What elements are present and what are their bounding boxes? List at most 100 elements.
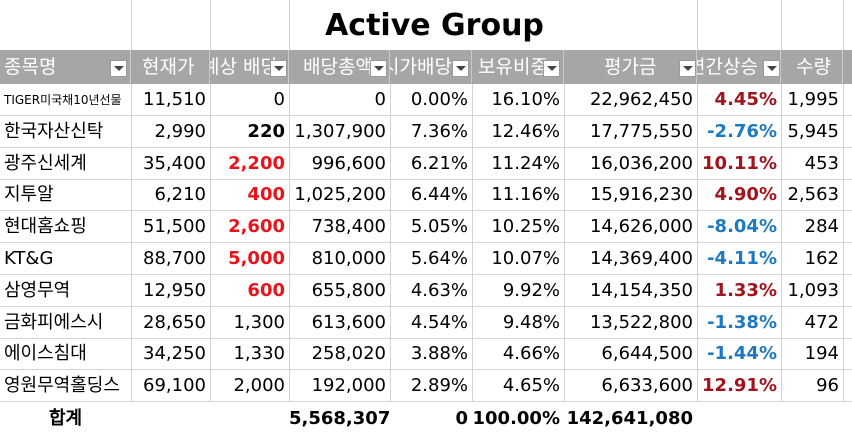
cell-change[interactable]: -1.38% (707, 311, 777, 333)
cell-weight[interactable]: 16.10% (491, 89, 560, 110)
cell-weight[interactable]: 11.16% (491, 184, 560, 206)
cell-value[interactable]: 14,369,400 (589, 248, 693, 269)
cell-weight[interactable]: 9.92% (502, 279, 560, 301)
cell-value[interactable]: 14,154,350 (589, 279, 693, 301)
cell-change[interactable]: -8.04% (707, 216, 777, 238)
cell-value[interactable]: 13,522,800 (589, 311, 693, 333)
cell-dividend-total[interactable]: 738,400 (311, 216, 386, 238)
cell-price[interactable]: 34,250 (143, 343, 206, 365)
cell-change[interactable]: 12.91% (702, 375, 777, 397)
cell-price[interactable]: 12,950 (143, 279, 206, 301)
cell-change[interactable]: 4.90% (714, 184, 777, 206)
cell-yield[interactable]: 5.64% (410, 248, 468, 269)
cell-name[interactable]: 한국자산신탁 (4, 120, 104, 142)
cell-weight[interactable]: 10.07% (491, 248, 560, 269)
cell-change[interactable]: 4.45% (714, 89, 777, 110)
cell-qty[interactable]: 1,093 (787, 279, 839, 301)
cell-dividend[interactable]: 0 (273, 89, 285, 110)
cell-dividend-total[interactable]: 810,000 (311, 248, 386, 269)
cell-yield[interactable]: 6.21% (410, 152, 468, 174)
cell-name[interactable]: 지투알 (4, 184, 54, 206)
cell-price[interactable]: 28,650 (143, 311, 206, 333)
cell-weight[interactable]: 10.25% (491, 216, 560, 238)
cell-dividend[interactable]: 2,000 (233, 375, 285, 397)
cell-qty[interactable]: 2,563 (787, 184, 839, 206)
cell-qty[interactable]: 194 (804, 343, 839, 365)
total-dividend-total[interactable]: 5,568,307 (289, 408, 390, 429)
cell-weight[interactable]: 4.66% (502, 343, 560, 365)
cell-dividend-total[interactable]: 655,800 (311, 279, 386, 301)
cell-weight[interactable]: 12.46% (491, 120, 560, 142)
column-header-dividend[interactable]: 예상 배당 (210, 50, 289, 84)
column-header-change[interactable]: 연간상승 (697, 50, 781, 84)
column-header-price[interactable]: 현재가 (131, 50, 210, 84)
cell-dividend-total[interactable]: 258,020 (311, 343, 386, 365)
column-header-qty[interactable]: 수량 (781, 50, 843, 84)
cell-price[interactable]: 69,100 (143, 375, 206, 397)
column-header-yield[interactable]: 시가배당 (390, 50, 472, 84)
cell-value[interactable]: 6,633,600 (601, 375, 693, 397)
cell-dividend[interactable]: 2,200 (228, 152, 285, 174)
cell-dividend-total[interactable]: 1,307,900 (294, 120, 386, 142)
cell-change[interactable]: -1.44% (707, 343, 777, 365)
cell-yield[interactable]: 2.89% (410, 375, 468, 397)
cell-price[interactable]: 35,400 (143, 152, 206, 174)
column-header-name[interactable]: 종목명 (0, 50, 131, 84)
cell-yield[interactable]: 6.44% (410, 184, 468, 206)
cell-change[interactable]: 10.11% (702, 152, 777, 174)
cell-dividend[interactable]: 2,600 (228, 216, 285, 238)
cell-yield[interactable]: 4.54% (410, 311, 468, 333)
cell-value[interactable]: 16,036,200 (589, 152, 693, 174)
cell-yield[interactable]: 4.63% (410, 279, 468, 301)
total-weight[interactable]: 100.00% (472, 408, 561, 429)
cell-value[interactable]: 22,962,450 (589, 89, 693, 110)
cell-yield[interactable]: 7.36% (410, 120, 468, 142)
cell-dividend[interactable]: 5,000 (228, 248, 285, 269)
cell-qty[interactable]: 472 (804, 311, 839, 333)
filter-dropdown-icon[interactable] (110, 60, 127, 77)
total-yield[interactable]: 0 (455, 408, 468, 429)
total-label[interactable]: 합계 (48, 408, 83, 429)
cell-dividend-total[interactable]: 192,000 (311, 375, 386, 397)
filter-dropdown-icon[interactable] (452, 60, 469, 77)
cell-price[interactable]: 2,990 (154, 120, 206, 142)
cell-price[interactable]: 6,210 (154, 184, 206, 206)
cell-name[interactable]: 에이스침대 (4, 343, 87, 365)
cell-dividend-total[interactable]: 996,600 (311, 152, 386, 174)
cell-dividend-total[interactable]: 613,600 (311, 311, 386, 333)
filter-dropdown-icon[interactable] (763, 60, 780, 77)
cell-dividend[interactable]: 600 (247, 279, 285, 301)
cell-name[interactable]: 금화피에스시 (4, 311, 104, 333)
cell-change[interactable]: -4.11% (707, 248, 777, 269)
cell-name[interactable]: 삼영무역 (4, 279, 71, 301)
cell-name[interactable]: 영원무역홀딩스 (4, 375, 120, 397)
cell-name[interactable]: TIGER미국채10년선물 (4, 93, 122, 107)
cell-change[interactable]: 1.33% (714, 279, 777, 301)
cell-value[interactable]: 17,775,550 (589, 120, 693, 142)
cell-weight[interactable]: 11.24% (491, 152, 560, 174)
cell-value[interactable]: 14,626,000 (589, 216, 693, 238)
filter-dropdown-icon[interactable] (543, 60, 560, 77)
cell-qty[interactable]: 96 (816, 375, 839, 397)
cell-price[interactable]: 88,700 (143, 248, 206, 269)
cell-dividend[interactable]: 400 (247, 184, 285, 206)
cell-qty[interactable]: 284 (804, 216, 839, 238)
cell-change[interactable]: -2.76% (707, 120, 777, 142)
cell-price[interactable]: 51,500 (143, 216, 206, 238)
cell-yield[interactable]: 0.00% (410, 89, 468, 110)
column-header-dividend-total[interactable]: 배당총액 (289, 50, 390, 84)
cell-name[interactable]: 광주신세계 (4, 152, 87, 174)
cell-weight[interactable]: 4.65% (502, 375, 560, 397)
cell-dividend-total[interactable]: 0 (374, 89, 386, 110)
cell-name[interactable]: 현대홈쇼핑 (4, 216, 87, 238)
cell-name[interactable]: KT&G (4, 248, 54, 269)
cell-value[interactable]: 15,916,230 (589, 184, 693, 206)
cell-dividend[interactable]: 220 (247, 120, 285, 142)
cell-dividend[interactable]: 1,330 (233, 343, 285, 365)
cell-qty[interactable]: 5,945 (787, 120, 839, 142)
cell-weight[interactable]: 9.48% (502, 311, 560, 333)
cell-qty[interactable]: 1,995 (787, 89, 839, 110)
total-value[interactable]: 142,641,080 (566, 408, 693, 429)
column-header-value[interactable]: 평가금 (564, 50, 697, 84)
cell-yield[interactable]: 5.05% (410, 216, 468, 238)
